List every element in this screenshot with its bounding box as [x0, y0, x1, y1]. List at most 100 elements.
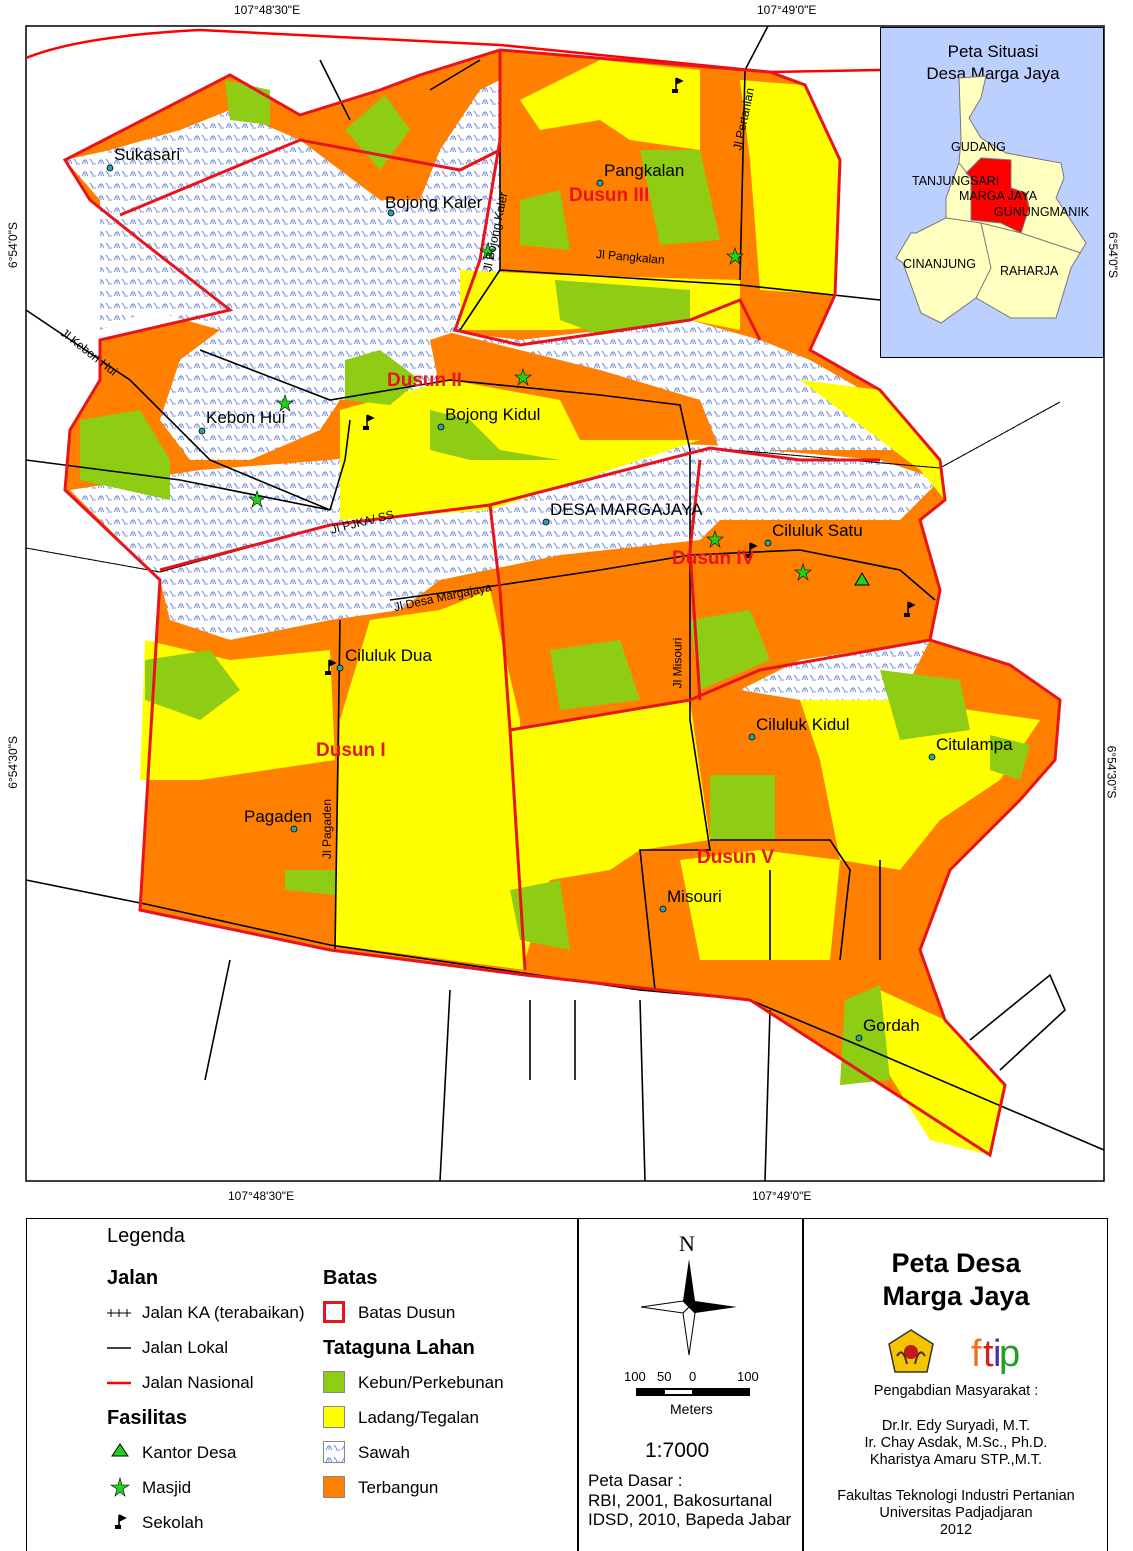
- kantor-desa-icon: [854, 572, 870, 586]
- land-ladang: [800, 700, 1040, 870]
- dusun-label: Dusun III: [569, 185, 650, 206]
- ftip-logo-icon: f t i p: [971, 1333, 1019, 1374]
- land-ladang: [335, 590, 525, 970]
- land-kebun: [840, 985, 890, 1085]
- institution: Fakultas Teknologi Industri Pertanian: [837, 1488, 1075, 1504]
- land-kebun: [285, 870, 335, 895]
- place-label: Misouri: [667, 887, 722, 906]
- svg-text:f: f: [971, 1333, 982, 1374]
- inset-map: Peta Situasi Desa Marga Jaya GUDANG TANJ…: [880, 27, 1104, 358]
- land-kebun: [510, 880, 570, 950]
- scale-tick: 0: [689, 1369, 697, 1384]
- land-kebun: [640, 150, 720, 245]
- batas-dusun: [119, 50, 931, 971]
- legend-item: Kantor Desa: [142, 1443, 237, 1462]
- scale-ratio: 1:7000: [645, 1439, 710, 1462]
- coord-top-2: 107°49'0"E: [757, 3, 817, 17]
- legend-item: Jalan Lokal: [142, 1338, 229, 1357]
- land-kebun: [990, 735, 1030, 780]
- triangle-icon: [111, 1443, 129, 1457]
- legend-fasilitas-heading: Fasilitas: [107, 1407, 188, 1429]
- legend-jalan-heading: Jalan: [107, 1267, 159, 1289]
- place-label: Bojong Kidul: [445, 405, 541, 424]
- land-kebun: [520, 190, 570, 250]
- land-ladang: [740, 80, 840, 295]
- scale-tick: 100: [624, 1369, 646, 1384]
- place-label: Ciluluk Satu: [772, 521, 863, 540]
- legend-item: Sawah: [358, 1443, 410, 1462]
- place-label: Gordah: [863, 1016, 920, 1035]
- masjid-icon: [248, 242, 812, 581]
- inset-label: RAHARJA: [1000, 264, 1059, 278]
- land-kebun: [880, 670, 970, 740]
- legend-jalan-symbols: [107, 1309, 131, 1385]
- road-label: Jl Misouri: [670, 637, 685, 689]
- village-map[interactable]: [0, 0, 1133, 1200]
- north-label: N: [679, 1231, 695, 1256]
- unpad-logo-icon: [888, 1329, 934, 1373]
- source-heading: Peta Dasar :: [588, 1471, 683, 1490]
- legend-panel: Legenda Jalan Jalan KA (terabaikan) Jala…: [26, 1218, 1108, 1551]
- svg-text:p: p: [999, 1333, 1019, 1374]
- author: Dr.Ir. Edy Suryadi, M.T.: [881, 1418, 1031, 1434]
- land-ladang: [510, 700, 710, 960]
- svg-text:t: t: [983, 1333, 994, 1374]
- map-title: Marga Jaya: [882, 1281, 1030, 1311]
- scale-tick: 100: [737, 1369, 759, 1384]
- land-kebun: [345, 95, 410, 170]
- institution: 2012: [939, 1522, 973, 1538]
- inset-label: CINANJUNG: [903, 257, 976, 271]
- land-ladang: [680, 850, 840, 960]
- place-label: Kebon Hui: [206, 408, 286, 427]
- jalan-ka-icon: [107, 1309, 131, 1317]
- ladang-swatch: [323, 1406, 345, 1428]
- dusun-label: Dusun IV: [672, 548, 755, 569]
- jalan-lokal: [25, 25, 1105, 1182]
- sekolah-icon: [325, 77, 916, 675]
- land-sawah: [70, 440, 940, 640]
- scale-unit: Meters: [670, 1401, 713, 1417]
- land-kebun: [80, 410, 170, 500]
- north-arrow-icon: [640, 1259, 737, 1356]
- place-label: Ciluluk Kidul: [756, 715, 850, 734]
- institution: Universitas Padjadjaran: [879, 1505, 1033, 1521]
- legend-tataguna-heading: Tataguna Lahan: [323, 1337, 475, 1359]
- place-label: Sukasari: [114, 145, 181, 164]
- map-title: Peta Desa: [891, 1248, 1021, 1278]
- scale-bar: [636, 1388, 750, 1396]
- dusun-label: Dusun II: [387, 370, 462, 391]
- inset-title: Peta Situasi: [947, 42, 1039, 61]
- batas-dusun-swatch: [323, 1301, 345, 1323]
- author: Kharistya Amaru STP.,M.T.: [869, 1452, 1043, 1468]
- road-label: Jl Pagaden: [320, 798, 335, 860]
- coord-top-1: 107°48'30"E: [234, 3, 301, 17]
- legend-item: Kebun/Perkebunan: [358, 1373, 504, 1392]
- svg-text:i: i: [993, 1333, 1001, 1374]
- coord-bottom-2: 107°49'0"E: [752, 1189, 812, 1203]
- land-kebun: [555, 280, 690, 335]
- land-ladang: [520, 60, 700, 150]
- legend-title: Legenda: [107, 1225, 185, 1247]
- author: Ir. Chay Asdak, M.Sc., Ph.D.: [864, 1435, 1048, 1451]
- inset-label: GUDANG: [951, 140, 1006, 154]
- kebun-swatch: [323, 1371, 345, 1393]
- source-line: RBI, 2001, Bakosurtanal: [588, 1491, 773, 1510]
- legend-item: Sekolah: [142, 1513, 204, 1532]
- program-label: Pengabdian Masyarakat :: [873, 1383, 1039, 1399]
- inset-label: MARGA JAYA: [959, 189, 1038, 203]
- dusun-label: Dusun V: [697, 847, 775, 868]
- place-label: Bojong Kaler: [385, 193, 483, 212]
- place-label: Pagaden: [244, 807, 313, 826]
- place-label: DESA MARGAJAYA: [550, 500, 703, 519]
- land-kebun: [710, 775, 775, 840]
- coord-bottom-1: 107°48'30"E: [228, 1189, 295, 1203]
- scale-tick: 50: [657, 1369, 672, 1384]
- land-kebun: [550, 640, 640, 710]
- place-label: Ciluluk Dua: [345, 646, 432, 665]
- legend-item: Batas Dusun: [358, 1303, 456, 1322]
- legend-item: Masjid: [142, 1478, 192, 1497]
- place-point-icon: [106, 164, 936, 1042]
- land-sawah: [440, 320, 930, 450]
- terbangun-swatch: [323, 1476, 345, 1498]
